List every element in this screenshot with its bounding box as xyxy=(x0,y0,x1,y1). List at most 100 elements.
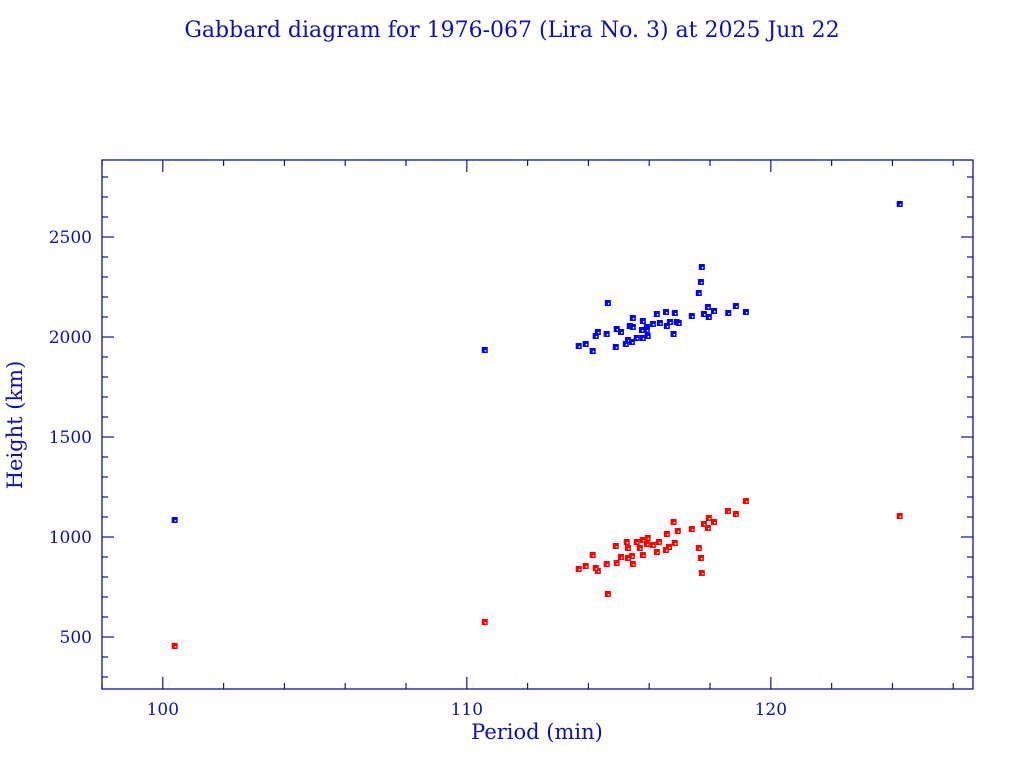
y-tick-label: 1500 xyxy=(49,428,92,448)
point-highlight xyxy=(708,317,711,319)
point-highlight xyxy=(597,571,600,573)
point-highlight xyxy=(627,558,630,560)
point-highlight xyxy=(632,564,635,566)
point-highlight xyxy=(700,282,703,284)
point-highlight xyxy=(666,326,669,328)
point-highlight xyxy=(701,267,704,269)
point-highlight xyxy=(620,332,623,334)
point-highlight xyxy=(673,522,676,524)
point-highlight xyxy=(641,330,644,332)
point-highlight xyxy=(636,542,639,544)
plot-frame xyxy=(101,159,974,690)
point-highlight xyxy=(606,334,609,336)
point-highlight xyxy=(585,566,588,568)
point-highlight xyxy=(647,538,650,540)
point-highlight xyxy=(652,545,655,547)
point-highlight xyxy=(691,529,694,531)
point-highlight xyxy=(174,646,177,648)
point-highlight xyxy=(595,568,598,570)
point-highlight xyxy=(642,338,645,340)
point-highlight xyxy=(632,318,635,320)
y-tick-label: 2000 xyxy=(49,328,92,348)
point-highlight xyxy=(652,324,655,326)
point-highlight xyxy=(703,314,706,316)
point-highlight xyxy=(647,336,650,338)
point-highlight xyxy=(484,622,487,624)
point-highlight xyxy=(691,316,694,318)
point-highlight xyxy=(597,332,600,334)
point-highlight xyxy=(713,522,716,524)
data-points xyxy=(171,201,903,649)
point-highlight xyxy=(668,547,671,549)
point-highlight xyxy=(642,555,645,557)
point-highlight xyxy=(698,293,701,295)
point-highlight xyxy=(658,542,661,544)
point-highlight xyxy=(616,563,619,565)
point-highlight xyxy=(701,573,704,575)
point-highlight xyxy=(666,534,669,536)
point-highlight xyxy=(631,342,634,344)
point-highlight xyxy=(639,548,642,550)
point-highlight xyxy=(174,520,177,522)
y-tick-label: 2500 xyxy=(49,228,92,248)
y-tick-label: 500 xyxy=(60,628,92,648)
point-highlight xyxy=(708,518,711,520)
point-highlight xyxy=(627,340,630,342)
series-perigee xyxy=(171,498,903,649)
point-highlight xyxy=(698,548,701,550)
point-highlight xyxy=(673,334,676,336)
axis-ticks xyxy=(101,160,973,689)
point-highlight xyxy=(595,336,598,338)
point-highlight xyxy=(636,338,639,340)
point-highlight xyxy=(607,594,610,596)
point-highlight xyxy=(713,311,716,313)
point-highlight xyxy=(615,546,618,548)
point-highlight xyxy=(646,330,649,332)
point-highlight xyxy=(625,344,628,346)
point-highlight xyxy=(615,347,618,349)
point-highlight xyxy=(678,323,681,325)
point-highlight xyxy=(585,344,588,346)
point-highlight xyxy=(642,540,645,542)
point-highlight xyxy=(703,524,706,526)
point-highlight xyxy=(669,322,672,324)
point-highlight xyxy=(899,516,902,518)
point-highlight xyxy=(627,548,630,550)
x-axis-label: Period (min) xyxy=(471,720,603,744)
point-highlight xyxy=(620,557,623,559)
point-highlight xyxy=(592,555,595,557)
point-highlight xyxy=(728,313,730,315)
point-highlight xyxy=(592,351,595,353)
series-apogee xyxy=(171,201,903,523)
point-highlight xyxy=(642,321,645,323)
point-highlight xyxy=(632,327,635,329)
x-tick-label: 110 xyxy=(451,700,483,720)
point-highlight xyxy=(646,544,649,546)
point-highlight xyxy=(626,542,629,544)
point-highlight xyxy=(656,314,659,316)
x-tick-label: 100 xyxy=(147,700,179,720)
y-axis-label: Height (km) xyxy=(3,361,27,490)
point-highlight xyxy=(707,307,710,309)
point-highlight xyxy=(656,552,659,554)
tick-labels: 100 110 120 500 1000 1500 2000 2500 xyxy=(49,228,787,720)
point-highlight xyxy=(677,531,680,533)
point-highlight xyxy=(707,528,710,530)
point-highlight xyxy=(631,556,634,558)
point-highlight xyxy=(735,306,738,308)
point-highlight xyxy=(578,569,581,571)
point-highlight xyxy=(616,329,619,331)
point-highlight xyxy=(727,511,730,513)
x-tick-label: 120 xyxy=(755,700,787,720)
point-highlight xyxy=(745,312,748,314)
point-highlight xyxy=(484,350,487,352)
point-highlight xyxy=(674,543,677,545)
point-highlight xyxy=(735,514,738,516)
y-tick-label: 1000 xyxy=(49,528,92,548)
point-highlight xyxy=(674,313,677,315)
point-highlight xyxy=(899,204,902,206)
point-highlight xyxy=(607,303,610,305)
point-highlight xyxy=(700,558,703,560)
point-highlight xyxy=(665,550,668,552)
